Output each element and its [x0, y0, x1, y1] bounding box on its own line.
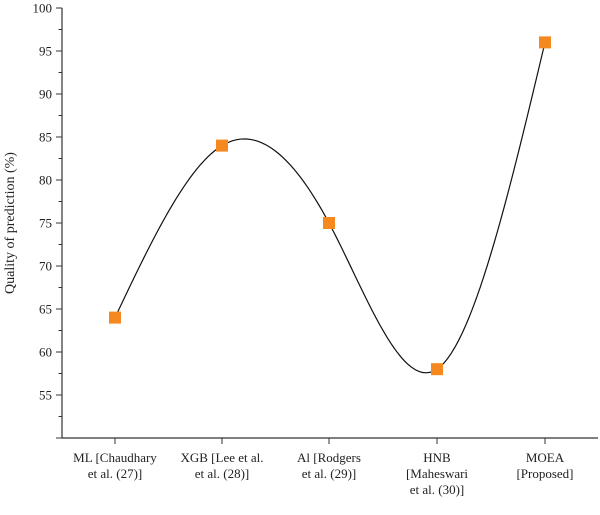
y-tick-label: 55: [39, 388, 52, 403]
x-tick-label: ML [Chaudhary et al. (27)]: [73, 450, 157, 481]
curve-layer: [114, 42, 546, 374]
y-tick-label: 60: [39, 345, 52, 360]
data-point-marker: [539, 36, 551, 49]
y-tick-label: 100: [33, 1, 53, 16]
markers: [109, 36, 551, 376]
y-tick-label: 80: [39, 173, 52, 188]
data-point-marker: [109, 311, 121, 324]
y-tick-label: 95: [39, 44, 52, 59]
y-tick-label: 90: [39, 87, 52, 102]
y-axis-title: Quality of prediction (%): [3, 152, 18, 294]
axes: [56, 7, 598, 444]
data-point-marker: [216, 139, 228, 152]
x-tick-label: Al [Rodgers et al. (29)]: [297, 450, 361, 481]
data-point-marker: [323, 217, 335, 229]
x-tick-label: XGB [Lee et al. et al. (28)]: [180, 450, 263, 481]
x-tick-label: HNB [Maheswari et al. (30)]: [406, 450, 468, 497]
x-tick-label: MOEA [Proposed]: [516, 450, 573, 481]
data-point-marker: [431, 363, 443, 376]
y-tick-label: 75: [39, 216, 52, 231]
series-curve: [114, 42, 546, 374]
y-tick-label: 65: [39, 302, 52, 317]
labels: 55 60 65 70 75 80 85 90 95 100 ML [Chaudhary et al.…: [3, 1, 574, 498]
y-tick-label: 85: [39, 130, 52, 145]
y-tick-label: 70: [39, 259, 52, 274]
